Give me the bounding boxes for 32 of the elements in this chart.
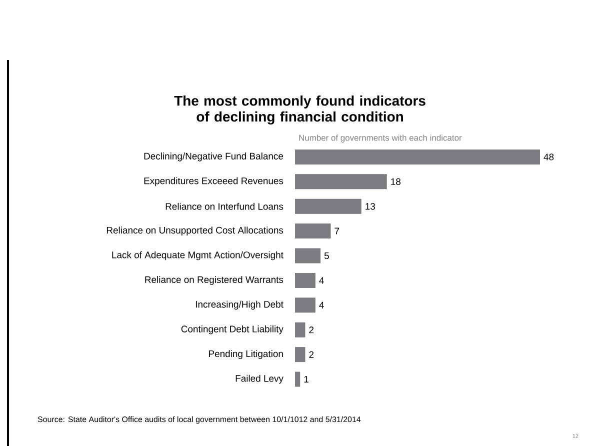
x-axis-title: Number of governments with each indicator xyxy=(299,134,462,142)
y-tick-label: Contingent Debt Liability xyxy=(181,325,284,334)
data-label: 48 xyxy=(544,154,554,160)
data-label: 18 xyxy=(391,178,401,185)
data-label: 13 xyxy=(366,202,375,210)
bar xyxy=(295,372,300,387)
y-tick-label: Failed Levy xyxy=(236,374,284,384)
bar xyxy=(295,248,321,264)
y-tick-label: Expenditures Exceeed Revenues xyxy=(144,177,284,186)
bar xyxy=(295,272,316,288)
bar xyxy=(295,322,306,338)
y-tick-label: Declining/Negative Fund Balance xyxy=(144,152,284,162)
y-tick-label: Reliance on Interfund Loans xyxy=(166,202,284,210)
bar xyxy=(295,224,331,239)
bar xyxy=(295,149,540,164)
bar xyxy=(295,298,316,313)
data-label: 4 xyxy=(319,277,324,284)
data-label: 4 xyxy=(319,302,324,308)
data-label: 2 xyxy=(309,326,314,334)
y-tick-label: Lack of Adequate Mgmt Action/Oversight xyxy=(112,251,284,260)
data-label: 7 xyxy=(334,228,340,234)
y-tick-label: Reliance on Registered Warrants xyxy=(145,276,284,285)
bar xyxy=(295,174,387,190)
y-tick-label: Reliance on Unsupported Cost Allocations xyxy=(106,226,284,236)
y-tick-label: Pending Litigation xyxy=(209,350,283,359)
bar xyxy=(295,347,306,362)
y-tick-label: Increasing/High Debt xyxy=(196,300,284,310)
bar xyxy=(295,198,362,214)
data-label: 1 xyxy=(304,376,308,382)
data-label: 2 xyxy=(309,351,314,358)
data-label: 5 xyxy=(324,252,329,260)
chart-title: The most commonly found indicators of declining financial condition xyxy=(174,95,426,124)
